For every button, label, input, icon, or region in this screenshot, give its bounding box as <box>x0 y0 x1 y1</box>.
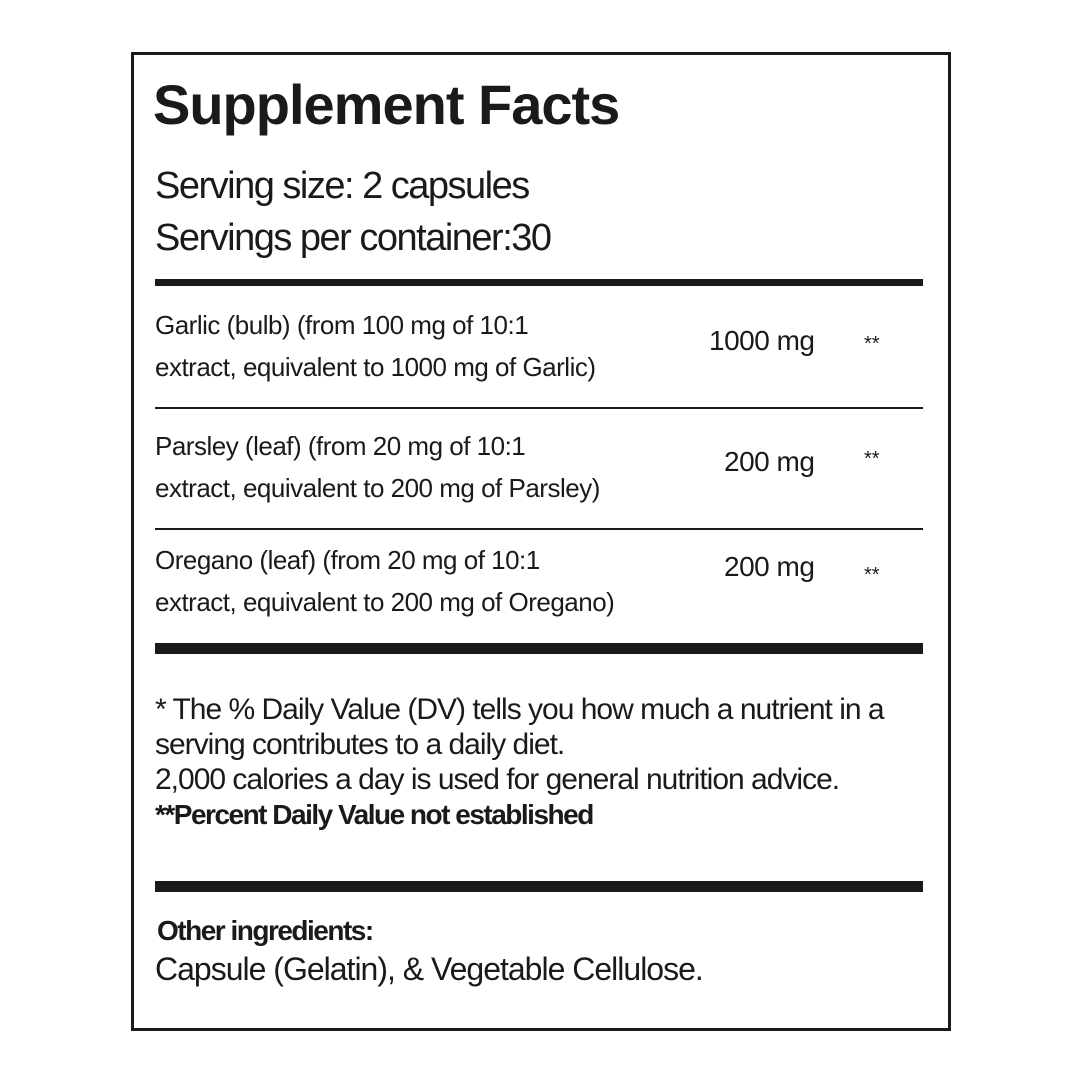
other-ingredients-label: Other ingredients: <box>157 915 374 946</box>
ingredient-row-parsley: Parsley (leaf) (from 20 mg of 10:1 extrac… <box>155 425 600 509</box>
thick-divider <box>155 643 923 654</box>
thick-divider <box>155 279 923 286</box>
ingredient-dv: ** <box>864 333 880 355</box>
ingredient-desc: Garlic (bulb) (from 100 mg of 10:1 <box>155 310 529 340</box>
dv-not-established: **Percent Daily Value not established <box>155 799 594 830</box>
ingredient-amount: 200 mg <box>724 551 815 582</box>
footnote-line: serving contributes to a daily diet. <box>155 728 565 761</box>
ingredient-amount: 1000 mg <box>709 325 815 356</box>
label-border <box>131 52 951 1031</box>
ingredient-desc: extract, equivalent to 1000 mg of Garlic… <box>155 352 596 382</box>
servings-per-container: Servings per container:30 <box>155 217 552 259</box>
label-title: Supplement Facts <box>153 73 620 136</box>
ingredient-dv: ** <box>864 564 880 586</box>
serving-size: Serving size: 2 capsules <box>155 165 530 207</box>
ingredient-dv: ** <box>864 448 880 470</box>
ingredient-desc: Parsley (leaf) (from 20 mg of 10:1 <box>155 431 526 461</box>
other-ingredients-text: Capsule (Gelatin), & Vegetable Cellulose… <box>155 951 704 987</box>
footnote-line: 2,000 calories a day is used for general… <box>155 763 840 796</box>
divider <box>155 407 923 409</box>
ingredient-desc: extract, equivalent to 200 mg of Parsley… <box>155 473 600 503</box>
divider <box>155 528 923 530</box>
ingredient-desc: extract, equivalent to 200 mg of Oregano… <box>155 587 615 617</box>
ingredient-amount: 200 mg <box>724 446 815 477</box>
ingredient-desc: Oregano (leaf) (from 20 mg of 10:1 <box>155 545 540 575</box>
footnote: * The % Daily Value (DV) tells you how m… <box>155 692 885 832</box>
ingredient-row-oregano: Oregano (leaf) (from 20 mg of 10:1 extrac… <box>155 539 615 623</box>
ingredient-row-garlic: Garlic (bulb) (from 100 mg of 10:1 extrac… <box>155 304 596 388</box>
footnote-line: * The % Daily Value (DV) tells you how m… <box>155 693 885 726</box>
thick-divider <box>155 881 923 892</box>
